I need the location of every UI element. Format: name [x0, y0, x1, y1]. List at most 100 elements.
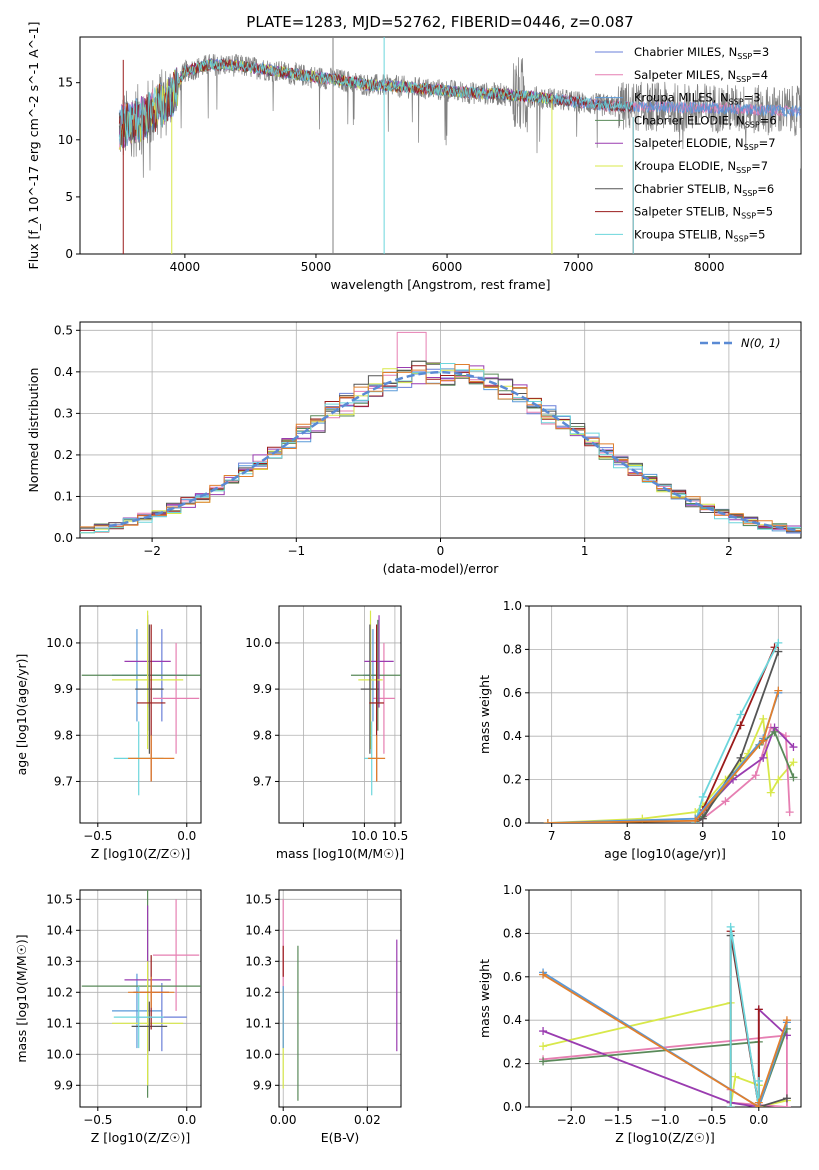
y-tick-label: 10.4: [46, 923, 73, 937]
weight-series-line: [547, 715, 795, 823]
weight-series-line: [542, 971, 788, 1107]
x-tick-label: 5000: [301, 260, 332, 274]
legend-nssp-prefix: , N: [720, 159, 736, 173]
legend-nssp-equals: =: [744, 91, 754, 105]
weight-marker: [736, 710, 745, 719]
x-tick-label: 7: [548, 829, 556, 843]
y-tick-label: 0.0: [54, 531, 73, 545]
y-tick-label: 9.8: [253, 728, 272, 742]
y-tick-label: 0.0: [503, 816, 522, 830]
legend-nssp-equals: =: [749, 227, 759, 241]
y-tick-label: 0.5: [54, 323, 73, 337]
y-tick-label: 0.2: [503, 773, 522, 787]
histogram-lines: [80, 331, 801, 534]
y-tick-label: 1.0: [503, 883, 522, 897]
x-tick-label: 0.00: [270, 1113, 297, 1127]
legend-nssp-subscript: SSP: [736, 166, 751, 175]
legend-model-name: Chabrier STELIB: [634, 182, 726, 196]
y-axis-label: mass [log10(M/M☉)]: [14, 934, 29, 1062]
weight-marker: [731, 1072, 740, 1081]
weight-marker: [770, 727, 779, 736]
y-tick-label: 0.2: [503, 1057, 522, 1071]
legend-nssp-prefix: , N: [720, 68, 736, 82]
y-tick-label: 10.1: [245, 1016, 272, 1030]
y-tick-label: 10.5: [46, 892, 73, 906]
axes-frame: [79, 321, 802, 539]
error-bars: [350, 610, 401, 796]
weight-marker: [736, 753, 745, 762]
legend-nssp-prefix: , N: [718, 227, 734, 241]
weight-marker: [789, 758, 798, 767]
x-axis-label: Z [log10(Z/Z☉)]: [91, 1130, 191, 1145]
y-tick-label: 1.0: [503, 599, 522, 613]
mass-vs-extinction-panel: 0.00 0.02 9.9 10.0 10.1 10.2 10.3 10.4 10.5 E(B-V…: [245, 889, 402, 1145]
x-tick-label: 1: [581, 544, 589, 558]
y-tick-label: 10.5: [245, 892, 272, 906]
x-tick-label: 0.0: [749, 1113, 768, 1127]
weight-series-line: [547, 690, 780, 823]
legend-label: Salpeter STELIB, NSSP=5: [634, 205, 773, 221]
y-axis-label: mass weight: [477, 675, 492, 754]
y-axis-label: mass weight: [477, 959, 492, 1038]
legend-nssp-subscript: SSP: [736, 75, 751, 84]
legend-label: Salpeter MILES, NSSP=4: [634, 68, 768, 84]
legend-nssp-subscript: SSP: [741, 212, 756, 221]
y-tick-label: 0.2: [54, 448, 73, 462]
y-tick-label: 0.8: [503, 926, 522, 940]
legend-label: Kroupa ELODIE, NSSP=7: [634, 159, 768, 175]
x-tick-label: 0.0: [177, 829, 196, 843]
x-tick-label: 10.0: [351, 829, 378, 843]
legend-model-name: Chabrier MILES: [634, 45, 721, 59]
x-tick-label: 6000: [432, 260, 463, 274]
legend-label: Chabrier MILES, NSSP=3: [634, 45, 769, 61]
legend-model-name: Salpeter STELIB: [634, 205, 725, 219]
legend-model-name: Kroupa ELODIE: [634, 159, 720, 173]
y-tick-label: 9.9: [253, 682, 272, 696]
legend-nssp-prefix: , N: [729, 113, 745, 127]
y-tick-label: 10.4: [245, 923, 272, 937]
weight-marker: [759, 736, 768, 745]
weight-lines: [543, 638, 798, 823]
axes-frame: [79, 605, 202, 824]
weight-marker: [774, 638, 783, 647]
weight-marker: [539, 1057, 548, 1066]
x-tick-label: 9: [699, 829, 707, 843]
y-axis-label: Flux [f_λ 10^-17 erg cm^-2 s^-1 A^-1]: [26, 22, 41, 270]
legend-nssp-subscript: SSP: [734, 234, 749, 243]
y-tick-label: 5: [65, 190, 73, 204]
weight-marker: [774, 775, 783, 784]
x-tick-label: −2.0: [557, 1113, 586, 1127]
legend-nssp-value: 3: [762, 45, 769, 59]
weight-marker: [782, 1103, 791, 1107]
legend-nssp-equals: =: [757, 182, 767, 196]
x-tick-label: −1: [287, 544, 305, 558]
y-axis-label: Normed distribution: [26, 368, 41, 493]
weight-marker: [789, 743, 798, 752]
weight-marker: [785, 808, 794, 817]
legend-label: Kroupa STELIB, NSSP=5: [634, 227, 766, 243]
weight-marker: [543, 819, 552, 823]
x-tick-label: 8000: [694, 260, 725, 274]
weight-lines: [539, 922, 791, 1107]
legend-model-name: Kroupa MILES: [634, 91, 713, 105]
x-tick-label: 0: [437, 544, 445, 558]
legend-label: Chabrier STELIB, NSSP=6: [634, 182, 774, 198]
weight-vs-metallicity-panel: −2.0 −1.5 −1.0 −0.5 0.0 0.0 0.2 0.4 0.6 0.8 1.0 Z […: [477, 883, 802, 1145]
x-tick-label: −0.5: [83, 1113, 112, 1127]
x-axis-label: mass [log10(M/M☉)]: [276, 846, 404, 861]
weight-marker: [759, 714, 768, 723]
y-tick-label: 9.9: [253, 1078, 272, 1092]
x-axis-label: (data-model)/error: [383, 561, 500, 576]
residual-histogram-step: [80, 364, 801, 532]
weight-marker: [766, 788, 775, 797]
legend-nssp-subscript: SSP: [737, 52, 752, 61]
x-tick-label: 10.5: [382, 829, 409, 843]
y-tick-label: 9.7: [54, 774, 73, 788]
x-tick-label: 4000: [170, 260, 201, 274]
legend-nssp-subscript: SSP: [745, 120, 760, 129]
legend-nssp-prefix: , N: [721, 45, 737, 59]
y-tick-label: 10.3: [245, 954, 272, 968]
y-tick-label: 10.0: [245, 636, 272, 650]
weight-marker: [754, 1005, 763, 1014]
